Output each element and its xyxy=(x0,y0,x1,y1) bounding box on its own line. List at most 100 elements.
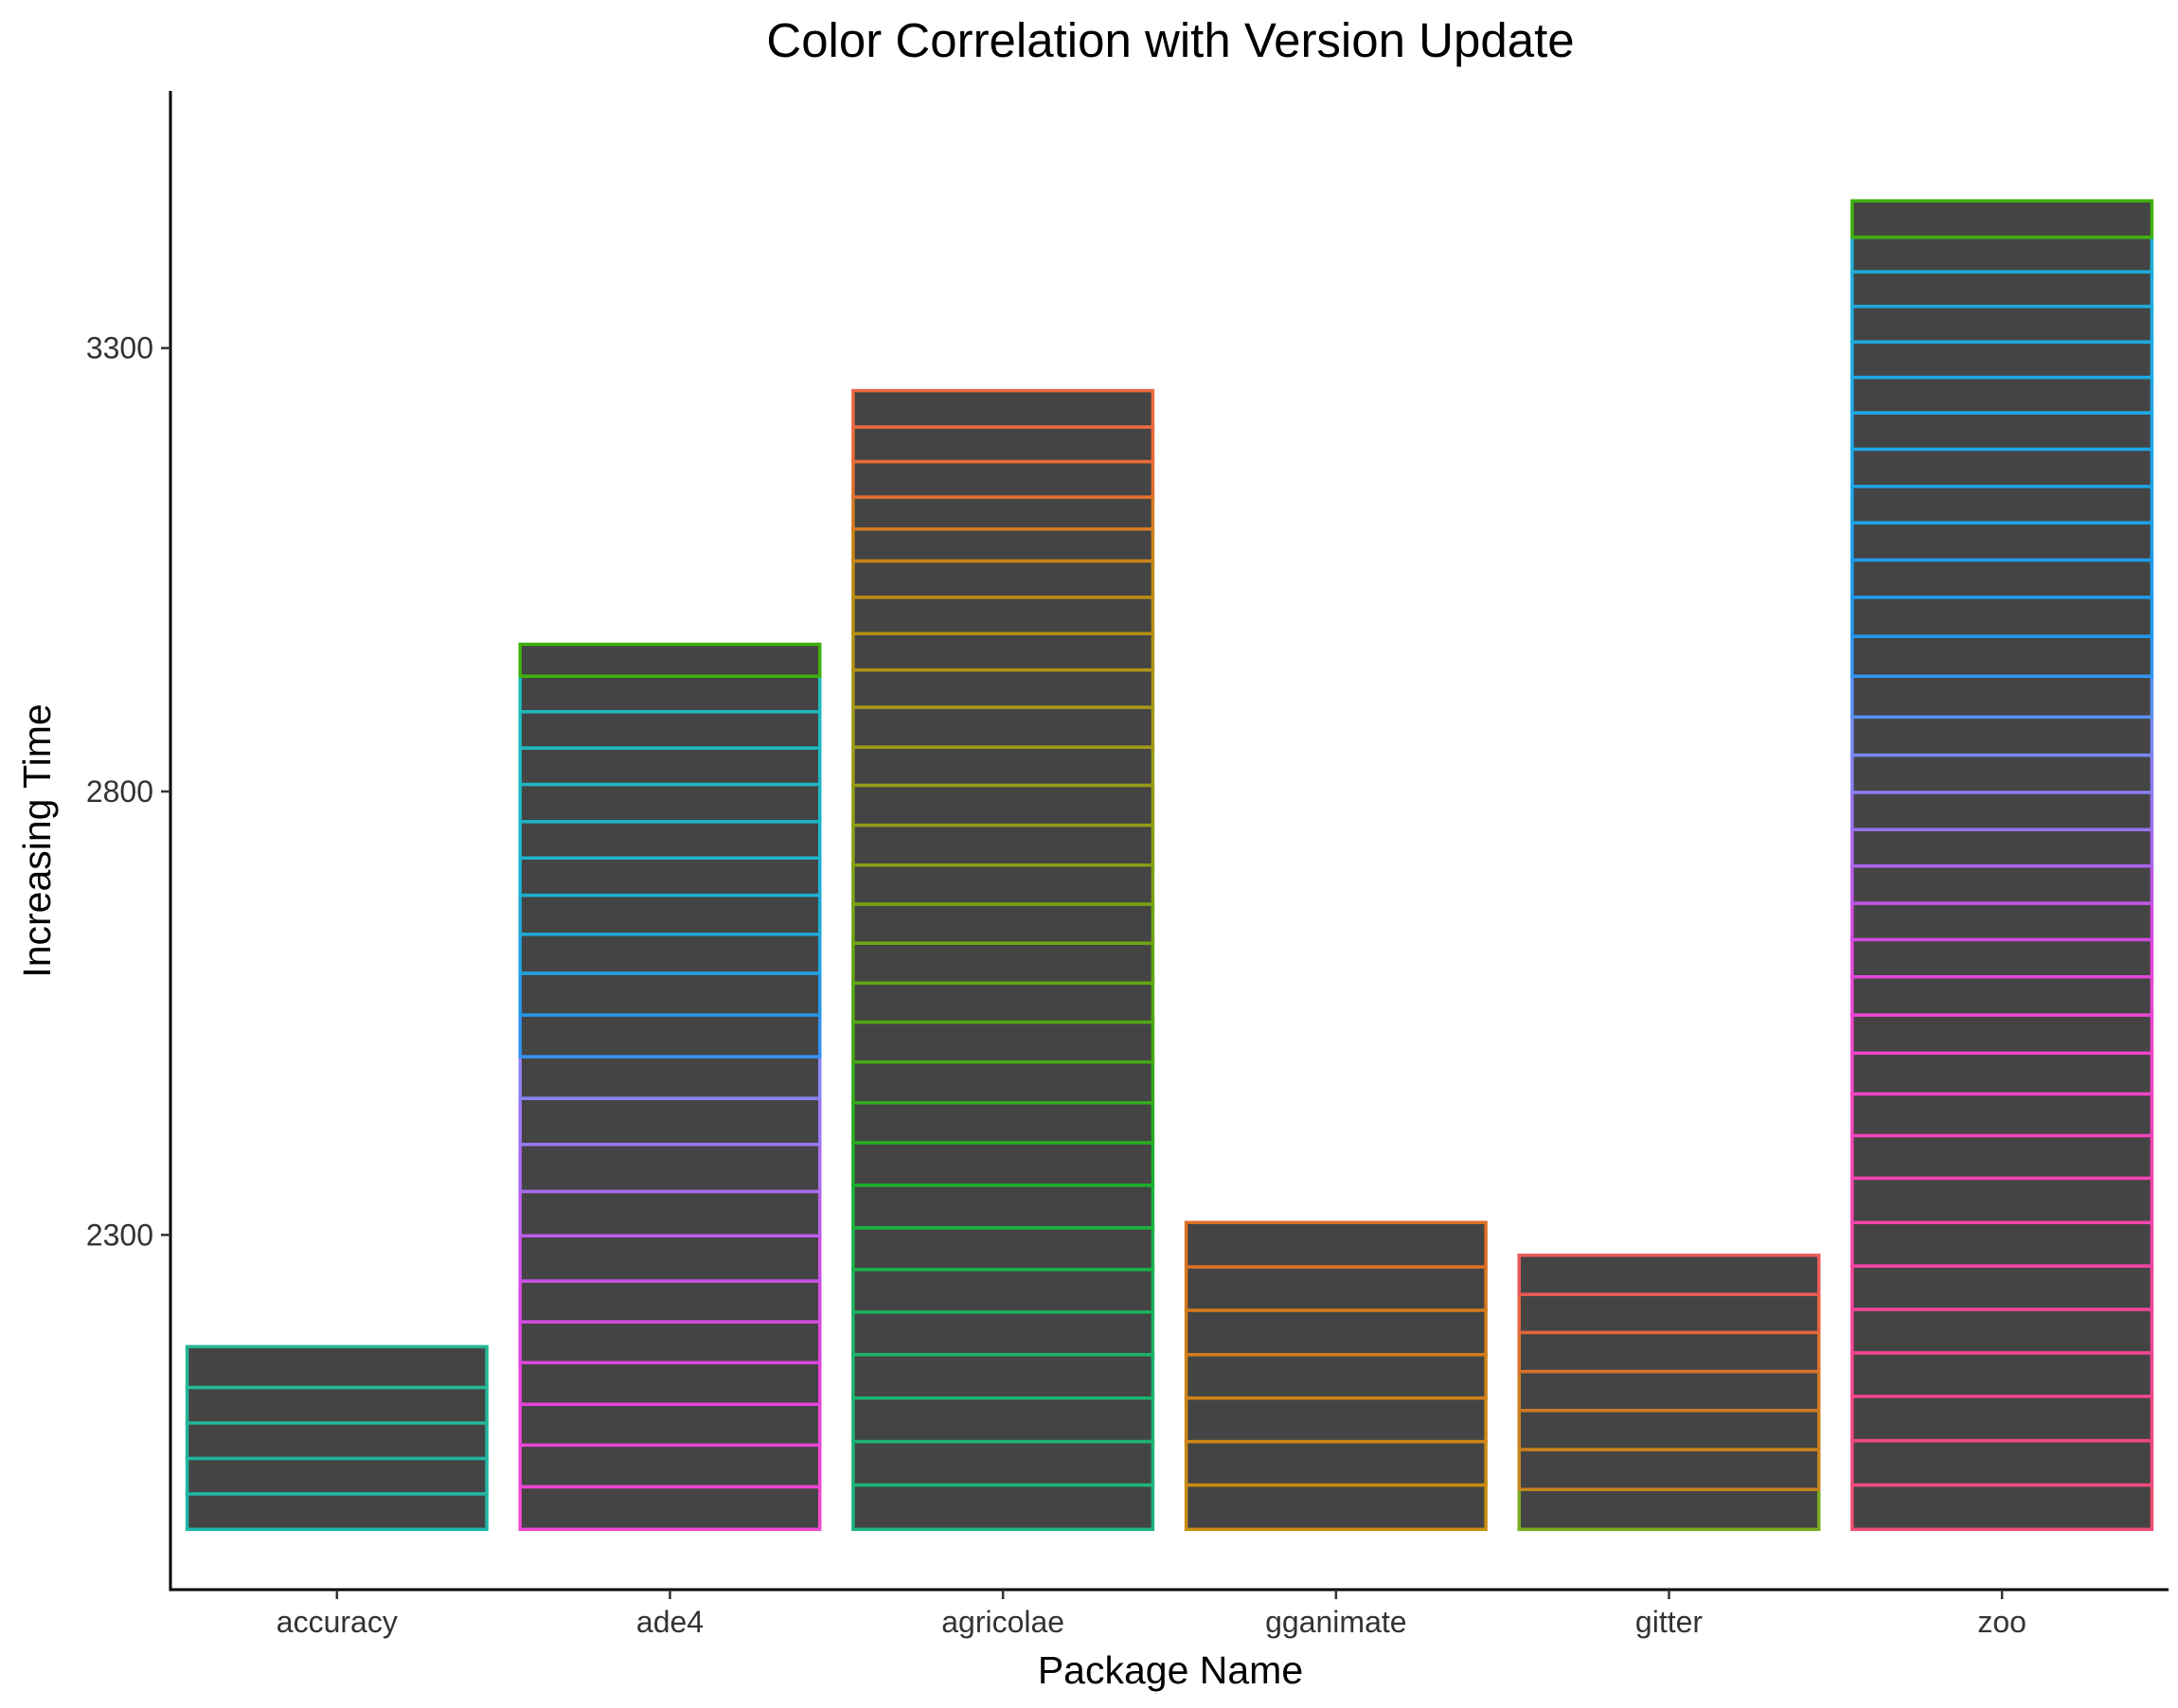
bar-segment xyxy=(185,1421,489,1461)
bar-segment xyxy=(1850,753,2154,794)
bar-segment xyxy=(1850,1483,2154,1532)
bar-segment xyxy=(1850,1264,2154,1311)
bar-segment xyxy=(851,1059,1155,1105)
bar-segment xyxy=(1850,863,2154,905)
bar-segment xyxy=(1850,674,2154,720)
bar-segment xyxy=(851,1226,1155,1272)
x-tick-label: gganimate xyxy=(1265,1605,1406,1639)
bar-segment xyxy=(1850,974,2154,1017)
bar-segment xyxy=(1850,1395,2154,1443)
bar-segment xyxy=(1850,304,2154,344)
bar-segment xyxy=(518,893,822,936)
bar-segment xyxy=(851,526,1155,563)
bar-segment xyxy=(518,1143,822,1194)
bar-segment xyxy=(851,1439,1155,1487)
bar-segment xyxy=(518,820,822,860)
bar-segment xyxy=(1850,791,2154,832)
bar-segment xyxy=(1850,521,2154,562)
bar-segment xyxy=(851,941,1155,986)
bar-segment xyxy=(851,1310,1155,1357)
bar-segment xyxy=(1184,1483,1488,1532)
bar-segment xyxy=(518,1320,822,1364)
bars-group xyxy=(185,199,2154,1532)
bar-segment xyxy=(1517,1448,1821,1491)
y-tick-label: 2800 xyxy=(86,774,153,809)
bar-segment xyxy=(1850,447,2154,489)
bar-segment xyxy=(851,1141,1155,1187)
bar-segment xyxy=(1850,558,2154,599)
bar-segment xyxy=(851,559,1155,599)
bar-segment xyxy=(1850,1351,2154,1398)
bar-segment xyxy=(518,1402,822,1448)
bar-segment xyxy=(1850,634,2154,678)
bar-segment xyxy=(185,1344,489,1390)
bar-segment xyxy=(1850,1220,2154,1268)
bar-segment xyxy=(851,388,1155,429)
bar-segment xyxy=(518,1443,822,1489)
bar-segment xyxy=(1850,1308,2154,1355)
bar-segment xyxy=(851,705,1155,749)
bar-segment xyxy=(518,746,822,787)
bar-segment xyxy=(1850,485,2154,525)
bar-segment xyxy=(1850,1051,2154,1096)
bar-agricolae xyxy=(851,388,1155,1532)
bar-segment xyxy=(851,783,1155,827)
bar-segment xyxy=(851,902,1155,945)
bar-segment xyxy=(1517,1292,1821,1335)
bar-segment xyxy=(518,971,822,1017)
chart-title: Color Correlation with Version Update xyxy=(766,13,1574,67)
y-axis-ticks: 2300 2800 3300 xyxy=(86,331,170,1252)
bar-gganimate xyxy=(1184,1220,1488,1532)
bar-segment xyxy=(1850,375,2154,415)
bar-segment xyxy=(518,1485,822,1532)
bar-segment xyxy=(518,933,822,975)
bar-segment xyxy=(1850,1013,2154,1056)
bar-segment xyxy=(1517,1409,1821,1451)
bar-segment xyxy=(1850,235,2154,274)
bar-segment xyxy=(851,1268,1155,1314)
x-tick-label: agricolae xyxy=(941,1605,1064,1639)
bar-segment xyxy=(185,1456,489,1496)
bar-segment xyxy=(518,1055,822,1100)
bar-segment xyxy=(1517,1487,1821,1532)
bar-segment xyxy=(851,596,1155,636)
bar-segment xyxy=(518,674,822,714)
bar-segment xyxy=(1850,715,2154,757)
bar-segment xyxy=(518,1096,822,1147)
bar-segment xyxy=(1850,270,2154,309)
bar-segment xyxy=(851,1020,1155,1064)
bar-segment xyxy=(851,1396,1155,1444)
bar-segment xyxy=(518,642,822,678)
bar-segment xyxy=(1517,1254,1821,1296)
bar-segment xyxy=(1850,901,2154,942)
bar-gitter xyxy=(1517,1254,1821,1532)
bar-segment xyxy=(1850,340,2154,380)
bar-segment xyxy=(1850,1133,2154,1181)
bar-segment xyxy=(1184,1265,1488,1312)
bar-segment xyxy=(1184,1308,1488,1357)
bar-segment xyxy=(851,1483,1155,1532)
bar-segment xyxy=(851,1101,1155,1145)
bar-segment xyxy=(851,1353,1155,1400)
bar-zoo xyxy=(1850,199,2154,1532)
bar-segment xyxy=(518,1234,822,1283)
bar-segment xyxy=(1850,596,2154,638)
bar-segment xyxy=(518,1361,822,1406)
bar-segment xyxy=(1184,1353,1488,1400)
y-axis-label: Increasing Time xyxy=(15,703,59,977)
bar-segment xyxy=(1850,411,2154,452)
bar-segment xyxy=(518,1279,822,1324)
x-axis-label: Package Name xyxy=(1038,1648,1303,1692)
bar-segment xyxy=(518,856,822,898)
bar-segment xyxy=(1184,1220,1488,1269)
x-tick-label: accuracy xyxy=(277,1605,398,1639)
y-tick-label: 3300 xyxy=(86,331,153,365)
bar-segment xyxy=(1850,937,2154,979)
bar-segment xyxy=(1850,1092,2154,1138)
x-tick-label: gitter xyxy=(1635,1605,1703,1639)
bar-segment xyxy=(851,823,1155,867)
bar-segment xyxy=(1850,1438,2154,1487)
x-axis-ticks: accuracy ade4 agricolae gganimate gitter zoo xyxy=(277,1590,2026,1639)
x-tick-label: zoo xyxy=(1977,1605,2026,1639)
